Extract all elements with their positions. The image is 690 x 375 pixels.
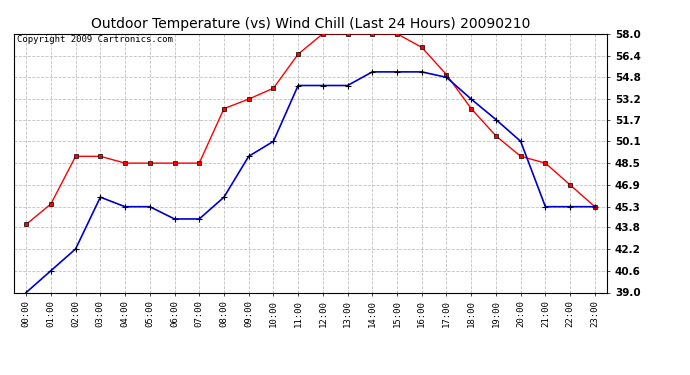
Title: Outdoor Temperature (vs) Wind Chill (Last 24 Hours) 20090210: Outdoor Temperature (vs) Wind Chill (Las… [91,17,530,31]
Text: Copyright 2009 Cartronics.com: Copyright 2009 Cartronics.com [17,35,172,44]
